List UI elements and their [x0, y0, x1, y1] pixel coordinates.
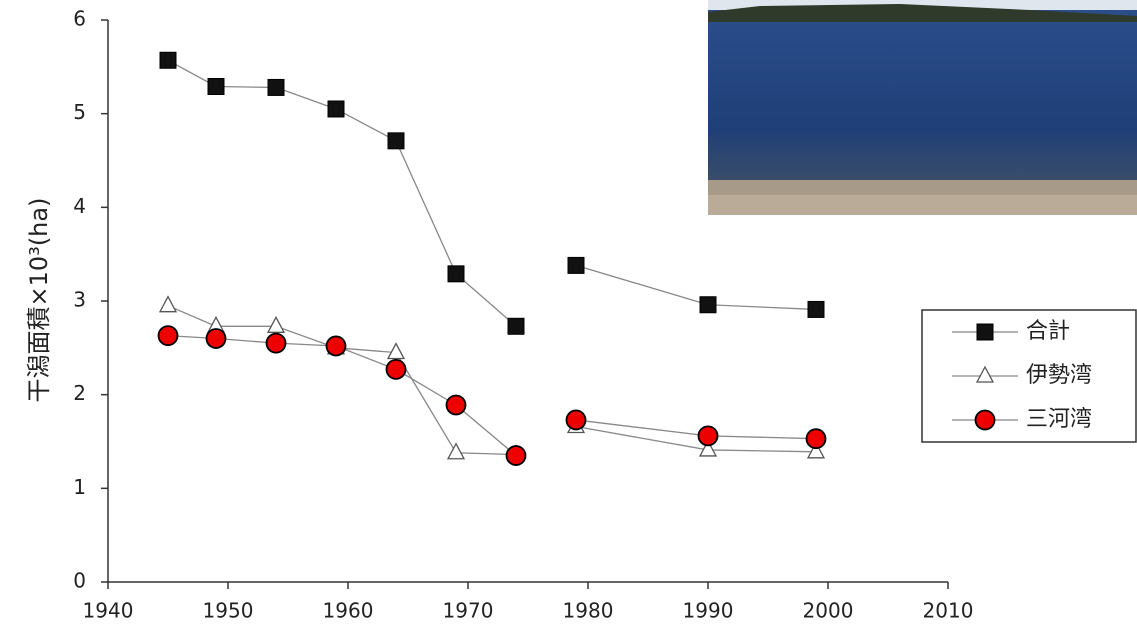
data-point — [505, 445, 527, 466]
legend-label: 三河湾 — [1026, 407, 1092, 432]
x-tick-label: 1990 — [683, 599, 734, 623]
data-point — [327, 100, 345, 118]
legend-marker — [974, 409, 996, 431]
data-point — [385, 358, 407, 380]
data-point — [387, 132, 405, 150]
x-tick-label: 2000 — [803, 599, 854, 623]
data-point — [386, 342, 406, 360]
data-point — [699, 296, 717, 314]
y-tick-label: 4 — [73, 194, 86, 218]
y-tick-label: 1 — [73, 475, 86, 499]
y-tick-label: 6 — [73, 7, 86, 31]
x-tick-label: 1960 — [323, 599, 374, 623]
data-point — [445, 394, 467, 416]
data-point — [205, 328, 227, 349]
y-tick-label: 5 — [73, 100, 86, 124]
data-point — [207, 78, 225, 96]
legend-label: 合計 — [1026, 319, 1070, 344]
data-point — [805, 428, 827, 450]
data-point — [446, 442, 466, 460]
data-point — [806, 441, 826, 459]
data-point — [325, 335, 347, 357]
data-point — [507, 317, 525, 335]
legend-marker — [975, 365, 995, 383]
y-tick-label: 2 — [73, 381, 86, 405]
data-point — [158, 295, 178, 313]
y-axis-label: 干潟面積×10³(ha) — [25, 198, 53, 403]
series-line — [167, 305, 817, 456]
series-line — [167, 335, 817, 457]
data-point — [567, 256, 585, 274]
photo-inset — [708, 0, 1137, 215]
x-tick-label: 1940 — [83, 599, 134, 623]
data-point — [447, 265, 465, 283]
x-tick-label: 2010 — [923, 599, 974, 623]
data-point — [267, 78, 285, 96]
x-tick-label: 1950 — [203, 599, 254, 623]
legend-label: 伊勢湾 — [1026, 363, 1092, 388]
data-point — [565, 409, 587, 431]
data-point — [265, 332, 287, 354]
x-tick-label: 1970 — [443, 599, 494, 623]
legend-marker — [976, 323, 994, 341]
data-point — [698, 439, 718, 457]
x-tick-label: 1980 — [563, 599, 614, 623]
data-point — [807, 300, 825, 318]
data-point — [697, 425, 719, 447]
data-point — [159, 51, 177, 69]
data-point — [157, 325, 179, 347]
y-tick-label: 0 — [73, 569, 86, 593]
data-point — [266, 315, 286, 333]
y-tick-label: 3 — [73, 288, 86, 312]
